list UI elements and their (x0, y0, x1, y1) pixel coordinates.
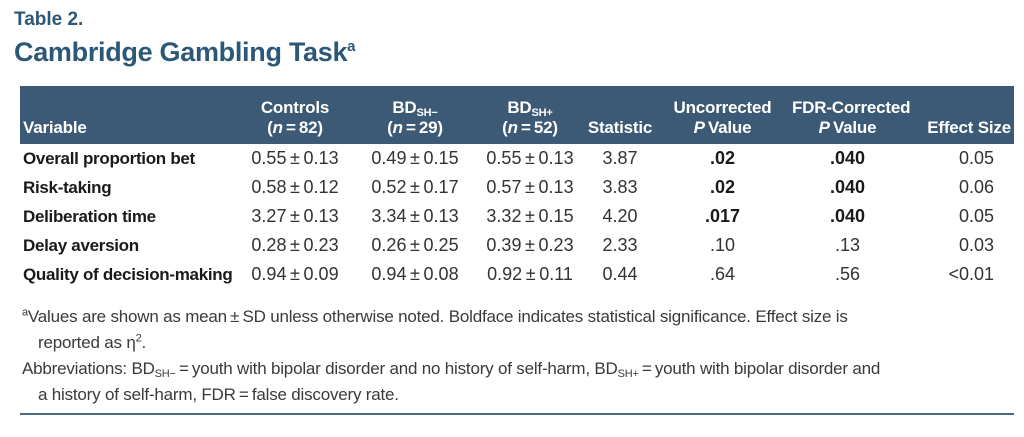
cell-effect-size: 0.05 (958, 148, 994, 168)
row-label: Delay aversion (23, 235, 139, 255)
column-header-fdr-line2: P Value (818, 118, 877, 137)
title-superscript: a (347, 38, 356, 55)
bottom-rule (20, 413, 1014, 415)
cell-effect-size: 0.05 (958, 206, 994, 226)
footnote-a-line1: aValues are shown as mean ± SD unless ot… (22, 306, 848, 326)
cell-statistic: 4.20 (602, 206, 638, 226)
row-label: Deliberation time (23, 206, 156, 226)
row-label: Overall proportion bet (23, 148, 195, 168)
column-header-bd-sh-minus-n: (n = 29) (387, 118, 443, 137)
cell-bd-sh-minus: 0.52 ± 0.17 (371, 177, 459, 197)
column-header-uncorrected-line2: P Value (693, 118, 752, 137)
table-header-row: Variable Controls (n = 82) BDSH− (n = 29… (20, 86, 1014, 144)
table-row-delay-aversion: Delay aversion 0.28 ± 0.23 0.26 ± 0.25 0… (20, 231, 1014, 260)
cell-controls: 0.58 ± 0.12 (251, 177, 339, 197)
cell-statistic: 3.87 (602, 148, 638, 168)
footnote-abbreviations-line1: Abbreviations: BDSH− = youth with bipola… (22, 359, 881, 380)
cell-bd-sh-minus: 3.34 ± 0.13 (371, 206, 459, 226)
footnote-abbreviations-line2: a history of self-harm, FDR = false disc… (38, 385, 399, 404)
column-header-uncorrected-p: Uncorrected P Value (655, 86, 790, 144)
column-header-uncorrected-line1: Uncorrected (673, 98, 772, 117)
cell-effect-size: 0.03 (958, 235, 994, 255)
column-header-controls-name: Controls (260, 98, 330, 117)
column-header-bd-sh-plus: BDSH+ (n = 52) (475, 86, 585, 144)
footnotes: aValues are shown as mean ± SD unless ot… (22, 304, 1024, 408)
cell-uncorrected-p: .10 (709, 235, 736, 255)
cell-uncorrected-p: .017 (704, 206, 741, 226)
table-header: Variable Controls (n = 82) BDSH− (n = 29… (20, 86, 1014, 144)
column-header-statistic: Statistic (587, 118, 653, 137)
cell-statistic: 3.83 (602, 177, 638, 197)
column-header-bd-sh-minus: BDSH− (n = 29) (355, 86, 475, 144)
column-header-bd-sh-minus-name: BDSH− (392, 98, 438, 119)
cell-bd-sh-minus: 0.94 ± 0.08 (371, 264, 459, 284)
table-row-deliberation-time: Deliberation time 3.27 ± 0.13 3.34 ± 0.1… (20, 202, 1014, 231)
row-label: Risk-taking (23, 177, 112, 197)
table-row-overall-proportion-bet: Overall proportion bet 0.55 ± 0.13 0.49 … (20, 144, 1014, 173)
cell-fdr-p: .040 (829, 148, 866, 168)
cell-bd-sh-plus: 3.32 ± 0.15 (486, 206, 574, 226)
cell-uncorrected-p: .02 (709, 148, 736, 168)
cell-fdr-p: .040 (829, 177, 866, 197)
cell-uncorrected-p: .64 (709, 264, 736, 284)
cell-bd-sh-plus: 0.55 ± 0.13 (486, 148, 574, 168)
column-header-effect-size: Effect Size (927, 118, 1011, 137)
column-header-fdr-p: FDR-Corrected P Value (790, 86, 911, 144)
cell-fdr-p: .040 (829, 206, 866, 226)
column-header-bd-sh-plus-name: BDSH+ (507, 98, 553, 119)
column-header-controls: Controls (n = 82) (235, 86, 355, 144)
table-label: Table 2. (14, 9, 84, 30)
table-row-risk-taking: Risk-taking 0.58 ± 0.12 0.52 ± 0.17 0.57… (20, 173, 1014, 202)
cell-bd-sh-plus: 0.57 ± 0.13 (486, 177, 574, 197)
cell-controls: 0.28 ± 0.23 (251, 235, 339, 255)
column-header-fdr-line1: FDR-Corrected (792, 98, 911, 117)
column-header-bd-sh-plus-n: (n = 52) (502, 118, 558, 137)
page: Table 2. Cambridge Gambling Taska Variab… (0, 8, 1024, 415)
cell-fdr-p: .56 (834, 264, 861, 284)
cell-uncorrected-p: .02 (709, 177, 736, 197)
cell-bd-sh-minus: 0.49 ± 0.15 (371, 148, 459, 168)
column-header-controls-n: (n = 82) (267, 118, 323, 137)
row-label: Quality of decision-making (23, 264, 233, 284)
cell-effect-size: 0.06 (958, 177, 994, 197)
cell-controls: 3.27 ± 0.13 (251, 206, 339, 226)
cell-bd-sh-minus: 0.26 ± 0.25 (371, 235, 459, 255)
column-header-variable: Variable (23, 118, 87, 137)
footnote-a-line2: reported as η2. (38, 332, 147, 352)
page-title-text: Cambridge Gambling Task (14, 37, 348, 67)
cell-controls: 0.94 ± 0.09 (251, 264, 339, 284)
cell-statistic: 0.44 (602, 264, 638, 284)
cell-statistic: 2.33 (602, 235, 638, 255)
cell-fdr-p: .13 (834, 235, 861, 255)
table-row-quality-of-decision-making: Quality of decision-making 0.94 ± 0.09 0… (20, 260, 1014, 289)
cell-bd-sh-plus: 0.39 ± 0.23 (486, 235, 574, 255)
cell-controls: 0.55 ± 0.13 (251, 148, 339, 168)
page-title: Cambridge Gambling Taska (14, 34, 1024, 70)
table-body: Overall proportion bet 0.55 ± 0.13 0.49 … (20, 144, 1014, 289)
cell-bd-sh-plus: 0.92 ± 0.11 (487, 264, 573, 284)
results-table: Variable Controls (n = 82) BDSH− (n = 29… (20, 86, 1014, 289)
cell-effect-size: <0.01 (948, 264, 994, 284)
